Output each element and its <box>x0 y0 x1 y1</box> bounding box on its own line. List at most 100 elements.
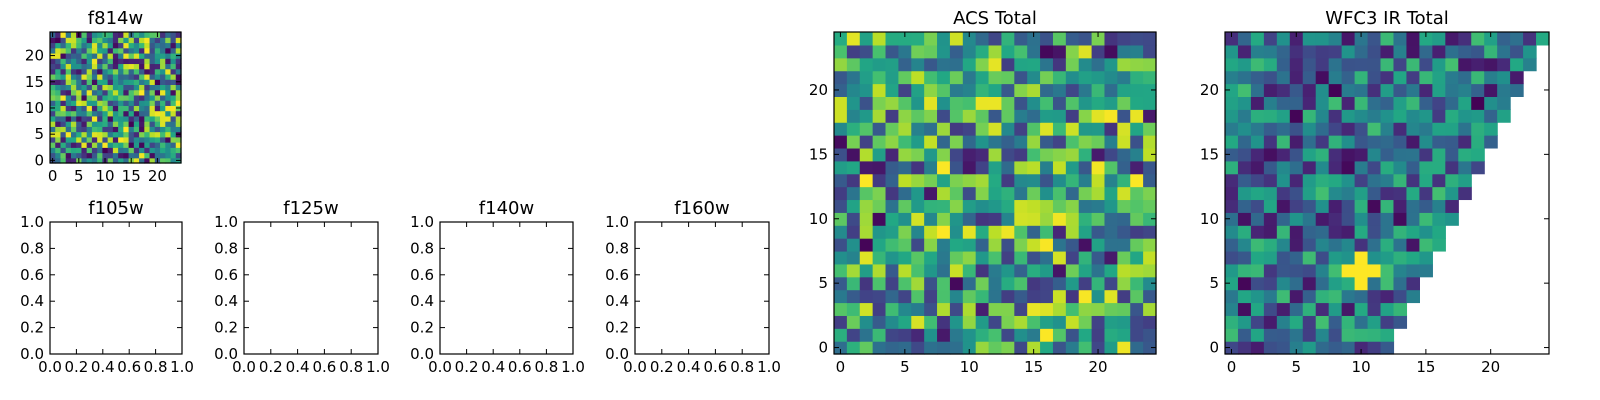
heatmap-cell <box>937 289 951 304</box>
heatmap-cell <box>1419 212 1433 226</box>
heatmap-cell <box>175 89 182 96</box>
heatmap-cell <box>112 157 119 164</box>
heatmap-cell <box>924 315 938 329</box>
heatmap-cell <box>1393 289 1408 304</box>
heatmap-cell <box>1250 302 1265 316</box>
heatmap-cell <box>1445 83 1459 97</box>
heatmap-cell <box>1237 173 1252 188</box>
y-tick-label: 0.6 <box>605 266 629 284</box>
heatmap-cell <box>65 142 72 148</box>
heatmap-cell <box>97 47 103 54</box>
heatmap-cell <box>911 32 925 46</box>
heatmap-cell <box>1040 96 1054 110</box>
heatmap-cell <box>165 126 172 133</box>
heatmap-cell <box>154 110 161 117</box>
heatmap-cell <box>55 37 62 44</box>
heatmap-cell <box>1104 199 1118 213</box>
heatmap-cell <box>1276 238 1291 252</box>
heatmap-cell <box>1289 122 1304 136</box>
heatmap-cell <box>949 96 964 110</box>
heatmap-cell <box>1341 276 1356 291</box>
heatmap-cell <box>60 79 67 85</box>
heatmap-cell <box>872 315 887 329</box>
heatmap-cell <box>70 42 77 49</box>
heatmap-cell <box>107 115 114 122</box>
heatmap-cell <box>1328 109 1343 123</box>
heatmap-cell <box>144 100 151 106</box>
heatmap-cell <box>962 122 977 136</box>
heatmap-cell <box>86 47 93 54</box>
heatmap-cell <box>81 121 88 127</box>
heatmap-cell <box>102 52 109 59</box>
heatmap-cell <box>175 100 182 106</box>
heatmap-cell <box>1117 212 1131 226</box>
heatmap-cell <box>1027 160 1041 175</box>
heatmap-cell <box>1263 160 1278 175</box>
heatmap-cell <box>924 109 938 123</box>
heatmap-cell <box>1315 44 1330 59</box>
heatmap-cell <box>1225 328 1239 342</box>
heatmap-cell <box>1104 147 1118 162</box>
heatmap-cell <box>1130 109 1144 123</box>
heatmap-cell <box>1367 225 1382 239</box>
heatmap-cell <box>123 94 130 101</box>
heatmap-cell <box>1302 289 1317 304</box>
heatmap-cell <box>1380 122 1395 136</box>
heatmap-cell <box>1237 225 1252 239</box>
heatmap-cell <box>1341 160 1356 175</box>
heatmap-cell <box>1143 238 1157 252</box>
heatmap-cell <box>949 147 964 162</box>
heatmap-cell <box>81 115 88 122</box>
heatmap-cell <box>1263 147 1278 162</box>
heatmap-cell <box>107 42 114 49</box>
heatmap-cell <box>76 63 83 70</box>
heatmap-cell <box>133 126 140 133</box>
heatmap-cell <box>1040 186 1054 201</box>
heatmap-cell <box>859 186 874 201</box>
heatmap-cell <box>139 58 145 65</box>
heatmap-cell <box>81 84 88 91</box>
heatmap-cell <box>1328 328 1343 342</box>
heatmap-cell <box>170 131 177 138</box>
heatmap-cell <box>107 105 114 112</box>
heatmap-cell <box>1040 32 1054 46</box>
heatmap-cell <box>76 52 83 59</box>
heatmap-cell <box>149 84 156 91</box>
y-tick-label: 10 <box>25 99 44 117</box>
heatmap-cell <box>1065 83 1080 97</box>
axes-frame <box>243 221 379 355</box>
heatmap-cell <box>70 68 77 75</box>
heatmap-cell <box>1276 263 1291 278</box>
heatmap-cell <box>170 110 177 117</box>
heatmap-cell <box>1328 250 1343 265</box>
heatmap-cell <box>1276 44 1291 59</box>
heatmap-cell <box>128 105 135 112</box>
heatmap-cell <box>91 110 98 117</box>
heatmap-cell <box>165 121 172 127</box>
heatmap-cell <box>885 199 899 213</box>
heatmap-cell <box>1328 302 1343 316</box>
heatmap-cell <box>86 32 93 38</box>
heatmap-cell <box>107 152 114 159</box>
heatmap-cell <box>165 147 172 154</box>
heatmap-cell <box>91 131 98 138</box>
heatmap-cell <box>872 212 887 226</box>
heatmap-cell <box>55 84 62 91</box>
heatmap-cell <box>1367 263 1382 278</box>
heatmap-cell <box>1117 44 1131 59</box>
heatmap-cell <box>118 121 124 127</box>
heatmap-cell <box>1040 341 1054 355</box>
heatmap-cell <box>1001 147 1015 162</box>
heatmap-cell <box>962 135 977 149</box>
heatmap-cell <box>962 173 977 188</box>
heatmap-cell <box>55 47 62 54</box>
x-tick-label: 1.0 <box>757 358 781 376</box>
heatmap-cell <box>1225 44 1239 59</box>
heatmap-cell <box>1130 160 1144 175</box>
heatmap-cell <box>107 147 114 154</box>
heatmap-cell <box>81 157 88 164</box>
heatmap-cell <box>1458 122 1472 136</box>
heatmap-cell <box>118 32 124 38</box>
heatmap-cell <box>1052 289 1067 304</box>
heatmap-cell <box>1484 32 1498 46</box>
